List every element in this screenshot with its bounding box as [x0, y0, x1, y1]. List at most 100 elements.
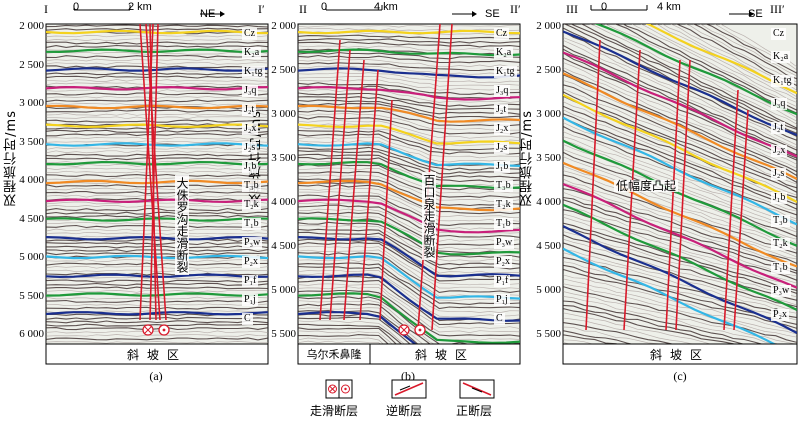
fault-line: [665, 59, 681, 331]
horizon-line: [298, 217, 520, 256]
direction-label: SE: [485, 8, 500, 20]
y-tick-label: 4 000: [271, 196, 296, 208]
profile-start-label: I: [44, 2, 48, 16]
y-tick-label: 2 000: [19, 20, 44, 32]
y-tick-label: 5 000: [271, 284, 296, 296]
horizon-line: [46, 104, 268, 110]
fault-line: [343, 59, 365, 321]
horizon-line: [298, 292, 520, 344]
fault-label: 百口泉走滑断裂: [422, 172, 436, 260]
horizon-line: [563, 30, 797, 137]
profile-start-label: III: [566, 2, 578, 16]
horizon-line: [46, 292, 268, 297]
horizon-label: P₂x: [494, 256, 513, 268]
fault-line: [139, 24, 161, 321]
y-tick-label: 2 500: [536, 64, 561, 76]
horizon-label: K₁tg: [494, 66, 517, 78]
y-tick-label: 3 500: [536, 152, 561, 164]
y-tick-label: 4 500: [536, 240, 561, 252]
horizon-label: T₃b: [242, 180, 261, 192]
horizon-line: [563, 116, 797, 226]
horizon-label: J₁b: [494, 161, 511, 173]
horizon-label: P₃w: [242, 237, 263, 249]
y-tick-label: 5 500: [271, 328, 296, 340]
zone-strip: [562, 343, 798, 365]
horizon-label: P₂x: [242, 256, 261, 268]
horizon-label: P₁f: [242, 275, 259, 287]
horizon-line: [298, 160, 520, 190]
horizon-label: T₁b: [242, 218, 261, 230]
y-tick-label: 2 000: [536, 20, 561, 32]
horizon-label: J₁b: [771, 191, 788, 204]
profile-end-label: II′: [510, 2, 521, 16]
reflectors: [46, 24, 268, 344]
scale-label: 4 km: [657, 1, 681, 13]
horizon-label: K₁tg: [242, 66, 265, 78]
y-tick-label: 5 500: [19, 289, 44, 302]
horizon-label: T₂k: [242, 199, 261, 211]
fault-line: [329, 49, 351, 321]
legend-label-strike-slip: 走滑断层: [310, 404, 359, 418]
legend-label-reverse: 逆断层: [386, 404, 423, 418]
seismic-panel-1: [297, 5, 521, 365]
scale-zero: 0: [321, 1, 328, 13]
horizon-line: [46, 160, 268, 166]
y-tick-label: 6 000: [19, 328, 44, 340]
horizon-line: [298, 48, 520, 57]
horizon-line: [563, 247, 777, 344]
horizon-label: P₁j: [494, 294, 510, 306]
y-tick-label: 2 000: [271, 20, 296, 32]
horizon-line: [298, 29, 520, 35]
fault-line: [319, 39, 341, 321]
horizon-line: [298, 198, 520, 234]
scale-label: 2 km: [128, 1, 152, 13]
horizon-label: J₂t: [771, 121, 786, 134]
horizon-label: J₃q: [771, 98, 788, 111]
horizon-label: Cz: [771, 28, 787, 40]
horizon-line: [298, 142, 520, 167]
fault-line: [733, 109, 749, 331]
horizon-label: P₁j: [242, 294, 258, 306]
fault-line: [585, 39, 601, 331]
panel-caption: (a): [149, 369, 163, 383]
y-tick-label: 5 500: [536, 328, 561, 340]
scale-zero: 0: [601, 1, 608, 13]
horizon-label: J₂t: [494, 104, 509, 116]
y-tick-label: 2 500: [19, 58, 44, 71]
direction-label: SE: [748, 8, 763, 20]
zone-label: 斜坡区: [414, 348, 475, 362]
fault-line: [675, 59, 691, 331]
horizon-line: [298, 123, 520, 145]
horizon-line: [298, 85, 520, 101]
horizon-line: [46, 235, 268, 241]
seismic-panel-2: [562, 5, 798, 365]
fault-line: [149, 24, 159, 321]
zone-strip: [297, 343, 521, 365]
y-tick-label: 4 000: [19, 174, 44, 186]
fault-line: [145, 24, 167, 321]
horizon-line: [298, 179, 520, 212]
y-tick-label: 3 000: [271, 108, 296, 120]
zone-strip: [45, 343, 269, 365]
feature-label: 低幅度凸起: [614, 179, 679, 193]
horizon-label: K₂a: [771, 51, 791, 64]
horizon-label: K₂a: [494, 47, 514, 59]
zone-label: 乌尔禾鼻隆: [306, 348, 362, 361]
fault-label: 大侏罗沟走滑断裂: [175, 175, 189, 275]
profile-end-label: I′: [258, 2, 265, 16]
horizon-label: J₂x: [494, 123, 511, 135]
horizon-label: J₂s: [494, 142, 510, 154]
zone-label: 斜坡区: [649, 348, 710, 362]
horizon-line: [46, 254, 268, 260]
horizon-label: T₃b: [771, 215, 790, 228]
horizon-label: P̄₂x: [771, 308, 790, 321]
horizon-label: T₁b: [494, 218, 513, 230]
legend-label-normal: 正断层: [456, 404, 493, 418]
horizon-label: J₃q: [494, 85, 511, 97]
fault-line: [139, 24, 154, 321]
direction-label: NE: [200, 8, 216, 20]
seismic-panel-0: [45, 5, 269, 365]
reflectors: [298, 24, 520, 344]
horizon-line: [46, 142, 268, 147]
